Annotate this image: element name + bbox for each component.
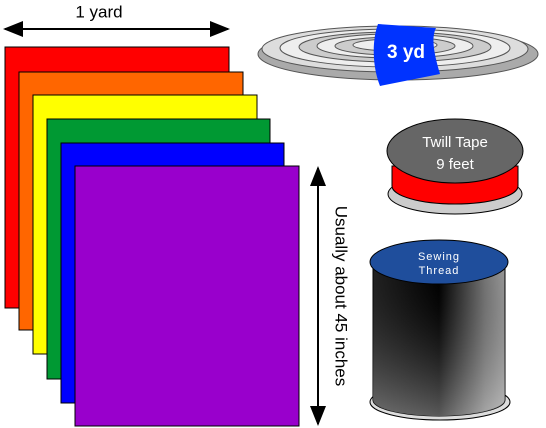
thread-label-1: Sewing <box>418 251 460 263</box>
fabric-purple <box>74 165 300 427</box>
ribbon-coil <box>257 24 539 86</box>
thread-label-2: Thread <box>419 265 460 277</box>
length-label: Usually about 45 inches <box>332 206 351 387</box>
ribbon-tag <box>373 24 440 86</box>
twill-tape-label-1: Twill Tape <box>422 134 488 151</box>
fabric-stack <box>4 46 300 427</box>
thread-spool <box>369 239 511 421</box>
twill-tape-spool <box>386 118 524 215</box>
ribbon-label: 3 yd <box>387 42 425 63</box>
width-label: 1 yard <box>75 2 122 21</box>
twill-tape-label-2: 9 feet <box>436 156 474 173</box>
